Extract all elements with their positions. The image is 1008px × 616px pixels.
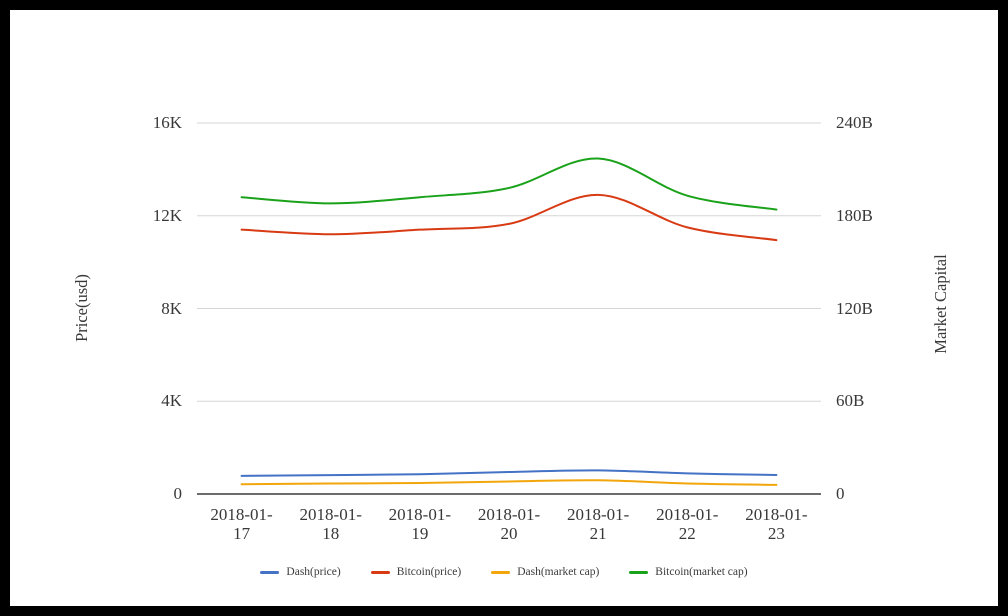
left-axis-tick-label: 12K [152,205,182,225]
x-axis-label-line1: 2018-01- [388,505,451,524]
legend-label: Dash(price) [286,566,341,578]
right-axis-title: Market Capital [931,254,950,354]
line-series-bitcoin-price [240,193,778,242]
legend-swatch-dash-price [260,570,280,574]
x-axis-label: 2018-01- 21 [543,505,653,543]
x-axis-label-line2: 17 [233,524,251,543]
x-axis-label: 2018-01- 17 [187,505,297,543]
line-series-dash-price [240,469,778,477]
x-axis-label-line2: 22 [678,524,696,543]
right-axis-tick-label: 120B [836,298,873,318]
x-axis-label: 2018-01- 18 [276,505,386,543]
legend-label: Dash(market cap) [517,566,600,578]
right-axis-tick-label: 60B [836,391,865,411]
x-axis-label-line2: 19 [411,524,429,543]
legend-item-dash-market-cap[interactable]: Dash(market cap) [491,566,599,578]
x-axis-label-line2: 18 [322,524,340,543]
x-axis-label: 2018-01- 23 [721,505,831,543]
right-axis-tick-label: 0 [836,484,845,503]
x-axis-label: 2018-01- 20 [454,505,564,543]
x-axis-label-line1: 2018-01- [566,505,630,524]
left-axis-tick-label: 0 [173,484,183,503]
x-axis-label: 2018-01- 22 [632,505,742,543]
left-axis-tick-label: 4K [161,391,182,411]
x-axis-label-line1: 2018-01- [745,505,808,524]
x-axis-label-line2: 20 [500,524,518,543]
x-axis-label-line2: 21 [589,524,607,543]
legend-item-bitcoin-price[interactable]: Bitcoin(price) [370,566,462,578]
legend-label: Bitcoin(price) [396,566,462,578]
right-axis-tick-label: 180B [836,205,873,225]
legend-item-bitcoin-market-cap[interactable]: Bitcoin(market cap) [629,566,748,578]
x-axis-label-line1: 2018-01- [477,505,541,524]
left-axis-tick-label: 16K [152,113,182,132]
crypto-dual-axis-chart: 0 4K 8K 12K 16K 0 60B 120B 180B 240B 2018-01- 17 2… [10,10,998,606]
x-axis-label: 2018-01- 19 [365,505,475,543]
chart-legend: Dash(price) Bitcoin(price) Dash(market cap… [10,566,998,578]
line-series-dash-market-cap [240,479,778,486]
right-axis-tick-label: 240B [836,113,873,132]
left-axis-tick-label: 8K [161,298,182,318]
x-axis-label-line1: 2018-01- [299,505,362,524]
left-axis-title: Price(usd) [72,274,91,342]
x-axis-label-line2: 23 [767,524,785,543]
legend-label: Bitcoin(market cap) [655,566,748,578]
x-axis-label-line1: 2018-01- [210,505,273,524]
line-series-bitcoin-market-cap [240,157,778,211]
x-axis-label-line1: 2018-01- [656,505,719,524]
legend-swatch-bitcoin-market-cap [629,570,649,574]
legend-item-dash-price[interactable]: Dash(price) [260,566,341,578]
legend-swatch-bitcoin-price [370,570,390,574]
chart-canvas [197,122,821,495]
legend-swatch-dash-market-cap [491,570,511,574]
